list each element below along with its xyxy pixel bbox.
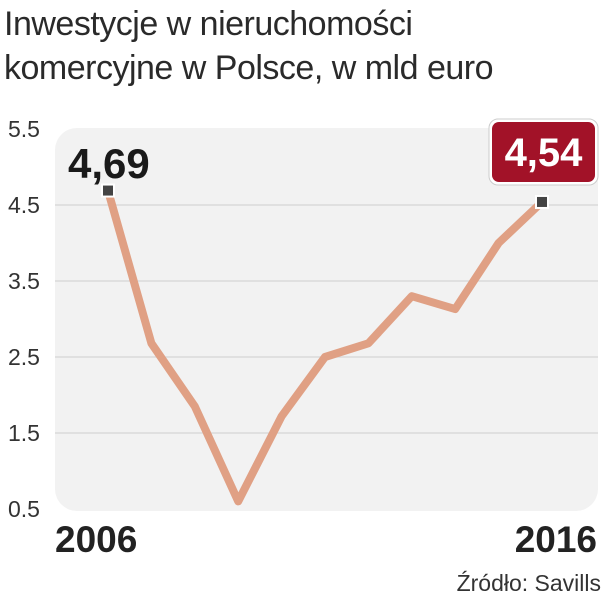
annotations-layer: 4,69 4,54 bbox=[68, 118, 599, 209]
y-tick-label: 3.5 bbox=[8, 268, 40, 294]
line-chart: 5.5 4.5 3.5 2.5 1.5 0.5 2006 2016 4,69 4,54 bbox=[8, 116, 599, 560]
value-badge bbox=[492, 122, 595, 182]
source-note: Źródło: Savills bbox=[456, 570, 601, 596]
value-label: 4,69 bbox=[68, 140, 150, 187]
y-tick-label: 1.5 bbox=[8, 420, 40, 446]
series-line bbox=[104, 186, 546, 506]
plot-background bbox=[55, 128, 598, 511]
y-tick-label: 4.5 bbox=[8, 192, 40, 218]
y-tick-label: 2.5 bbox=[8, 344, 40, 370]
x-tick-label: 2016 bbox=[515, 519, 597, 560]
value-label: 4,54 bbox=[505, 131, 584, 175]
y-tick-label: 0.5 bbox=[8, 496, 40, 522]
x-tick-label: 2006 bbox=[55, 519, 137, 560]
chart-title-line-1: Inwestycje w nieruchomości bbox=[4, 5, 413, 43]
y-axis: 5.5 4.5 3.5 2.5 1.5 0.5 bbox=[8, 116, 40, 522]
x-axis: 2006 2016 bbox=[55, 519, 597, 560]
chart-title: Inwestycje w nieruchomości komercyjne w … bbox=[4, 2, 494, 90]
y-tick-label: 5.5 bbox=[8, 116, 40, 142]
endpoint-marker bbox=[101, 183, 115, 198]
chart-title-line-2: komercyjne w Polsce, w mld euro bbox=[4, 49, 494, 87]
series-layer bbox=[104, 186, 546, 506]
endpoint-marker bbox=[535, 194, 549, 209]
